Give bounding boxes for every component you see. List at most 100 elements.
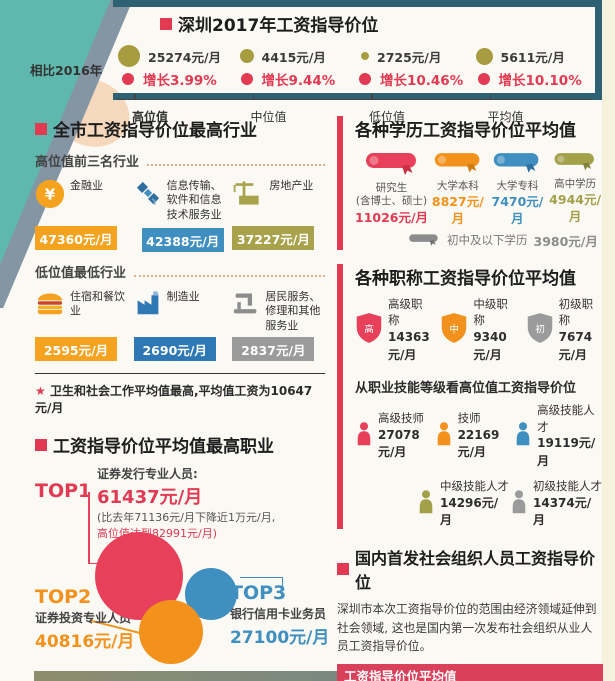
top3-rank: TOP3 [230,581,287,604]
metric-median-value: 4415元/月 增长9.44% [237,44,356,90]
industry-item-it: 信息传输、软件和信息技术服务业 42388元/月 [134,179,227,252]
olive-dot-icon [361,52,369,60]
industry-name: 信息传输、软件和信息技术服务业 [166,179,222,221]
star-icon: ★ [35,384,46,398]
top-jobs-bubble-chart: TOP2 证券投资专业人员 40816元/月 TOP3 银行信用卡业务员 271… [35,491,329,681]
metrics-row: 25274元/月 增长3.99% 4415元/月 增长9.44% 2725元/月… [118,44,592,90]
note-text: 卫生和社会工作平均值最高,平均值工资为10647元/月 [35,384,313,415]
industry-item-finance: ¥ 金融业 47360元/月 [35,179,128,252]
title-name: 高级职称 [388,296,423,328]
metric-value: 2725元/月 [377,49,442,65]
metric-low-value: 2725元/月 增长10.46% [355,44,474,90]
title-value: 7674元/月 [558,330,593,362]
top1-job-name: 证券发行专业人员: [97,467,198,481]
dotted-leader [134,275,325,277]
section-title: 各种学历工资指导价位平均值 [355,121,576,141]
sub-label-top3: 高位值前三名行业 [35,155,140,170]
top1-block: TOP1 证券发行专业人员: 61437元/月 (比去年71136元/月下降近1… [35,465,325,542]
section-title: 各种职称工资指导价位平均值 [355,268,576,289]
education-grid: 研究生 (含博士、硕士) 11026元/月 大学本科 8827元/月 大学专科 … [355,149,603,227]
olive-dot-icon [118,45,140,67]
svg-text:中: 中 [450,323,460,335]
growth-dot-icon [122,73,134,85]
skill-name: 技师 [457,411,481,426]
shield-icon: 中 [440,312,468,348]
table-header: 工资指导价位平均值 [337,664,603,681]
page-title: 深圳2017年工资指导价位 [178,16,379,36]
header-bottom-bar [113,93,602,100]
page-bottom-strip [34,671,602,681]
industry-value-badge: 37227元/月 [232,226,315,250]
finance-yen-icon: ¥ [35,179,65,213]
section-top-industries: 全市工资指导价位最高行业 高位值前三名行业 ¥ 金融业 47360元/月 信息传… [35,116,325,416]
skills-subtitle: 从职业技能等级看高位值工资指导价位 [355,380,577,396]
olive-dot-icon [239,49,254,63]
title-value: 9340元/月 [473,330,507,362]
axis-label-low: 低位值 [355,94,474,125]
metric-high-value: 25274元/月 增长3.99% [118,44,237,90]
section-title-row: 各种职称工资指导价位平均值 [355,264,603,289]
skill-item-technician: 技师 22169元/月 [435,402,515,470]
industry-item-hotel-catering: 住宿和餐饮业 2595元/月 [35,290,128,361]
skill-value: 22169元/月 [457,427,500,460]
axis-label-average: 平均值 [474,94,593,125]
section-title: 全市工资指导价位最高行业 [53,121,257,141]
building-crane-icon [232,179,264,211]
factory-icon [134,290,162,320]
education-value: 8827元/月 [431,194,484,226]
metric-growth: 增长10.46% [380,73,464,89]
skill-value: 19119元/月 [537,436,596,468]
industry-item-realestate: 房地产业 37227元/月 [232,179,325,252]
social-intro-line2: 这也是国内第一次发布社会组织从业人员工资指导价位。 [337,620,593,654]
title-item-senior: 高 高级职称 14363元/月 [355,296,432,364]
metric-growth: 增长9.44% [261,73,336,89]
section-professional-titles: 各种职称工资指导价位平均值 高 高级职称 14363元/月 中 中级职称 9340元… [337,263,603,530]
header-title-row: 深圳2017年工资指导价位 [160,11,592,36]
skill-value: 14374元/月 [533,495,592,528]
education-name: 大学专科 [496,179,539,192]
education-name: 高中学历 [554,177,597,190]
education-value: 7470元/月 [491,194,544,226]
person-icon [514,421,532,450]
growth-dot-icon [359,73,371,85]
shield-icon: 初 [526,312,554,348]
right-column: 各种学历工资指导价位平均值 研究生 (含博士、硕士) 11026元/月 大学本科… [337,116,603,681]
education-item-bachelor: 大学本科 8827元/月 [428,149,488,227]
title-value: 14363元/月 [388,330,430,362]
education-name2: (含博士、硕士) [355,195,428,208]
skill-value: 14296元/月 [440,495,499,528]
education-value: 11026元/月 [355,209,429,225]
sub-label-lowest: 低位值最低行业 [35,266,127,281]
compare-2016-label: 相比2016年 [30,63,103,78]
satellite-icon [134,179,162,211]
person-icon [417,489,435,518]
burger-icon [35,290,65,320]
top2-block: TOP2 证券投资专业人员 40816元/月 [35,586,165,652]
skill-value: 27078元/月 [378,427,420,460]
svg-text:高: 高 [364,323,374,335]
top3-connector-line [240,576,283,591]
person-icon [435,421,453,450]
axis-label-median: 中位值 [237,94,356,125]
header-top-bar [113,0,595,7]
axis-label-high: 高位值 [118,94,237,125]
health-note: ★ 卫生和社会工作平均值最高,平均值工资为10647元/月 [35,373,325,416]
industry-value-badge: 47360元/月 [35,226,117,250]
titles-grid: 高 高级职称 14363元/月 中 中级职称 9340元/月 初 初级职称 7674元… [355,296,603,364]
industry-value-badge: 2595元/月 [35,337,117,361]
header-right-bar [595,0,602,100]
red-square-bullet-icon [35,438,47,451]
low-industries-grid: 住宿和餐饮业 2595元/月 制造业 2690元/月 居民服务、修理和其他服务业 [35,290,325,361]
section-title: 工资指导价位平均值最高职业 [53,437,274,457]
industry-value-badge: 2837元/月 [232,337,315,361]
metric-value: 4415元/月 [261,49,326,65]
skills-row-1: 高级技师 27078元/月 技师 22169元/月 高级技能人才 19119元/月 [355,402,603,470]
person-icon [510,489,528,518]
diploma-icon [553,153,597,176]
metric-value: 5611元/月 [500,49,565,65]
sewing-machine-icon [232,290,260,320]
svg-text:¥: ¥ [45,185,56,203]
title-name: 中级职称 [473,296,508,328]
education-item-highschool: 高中学历 4944元/月 [547,149,603,227]
